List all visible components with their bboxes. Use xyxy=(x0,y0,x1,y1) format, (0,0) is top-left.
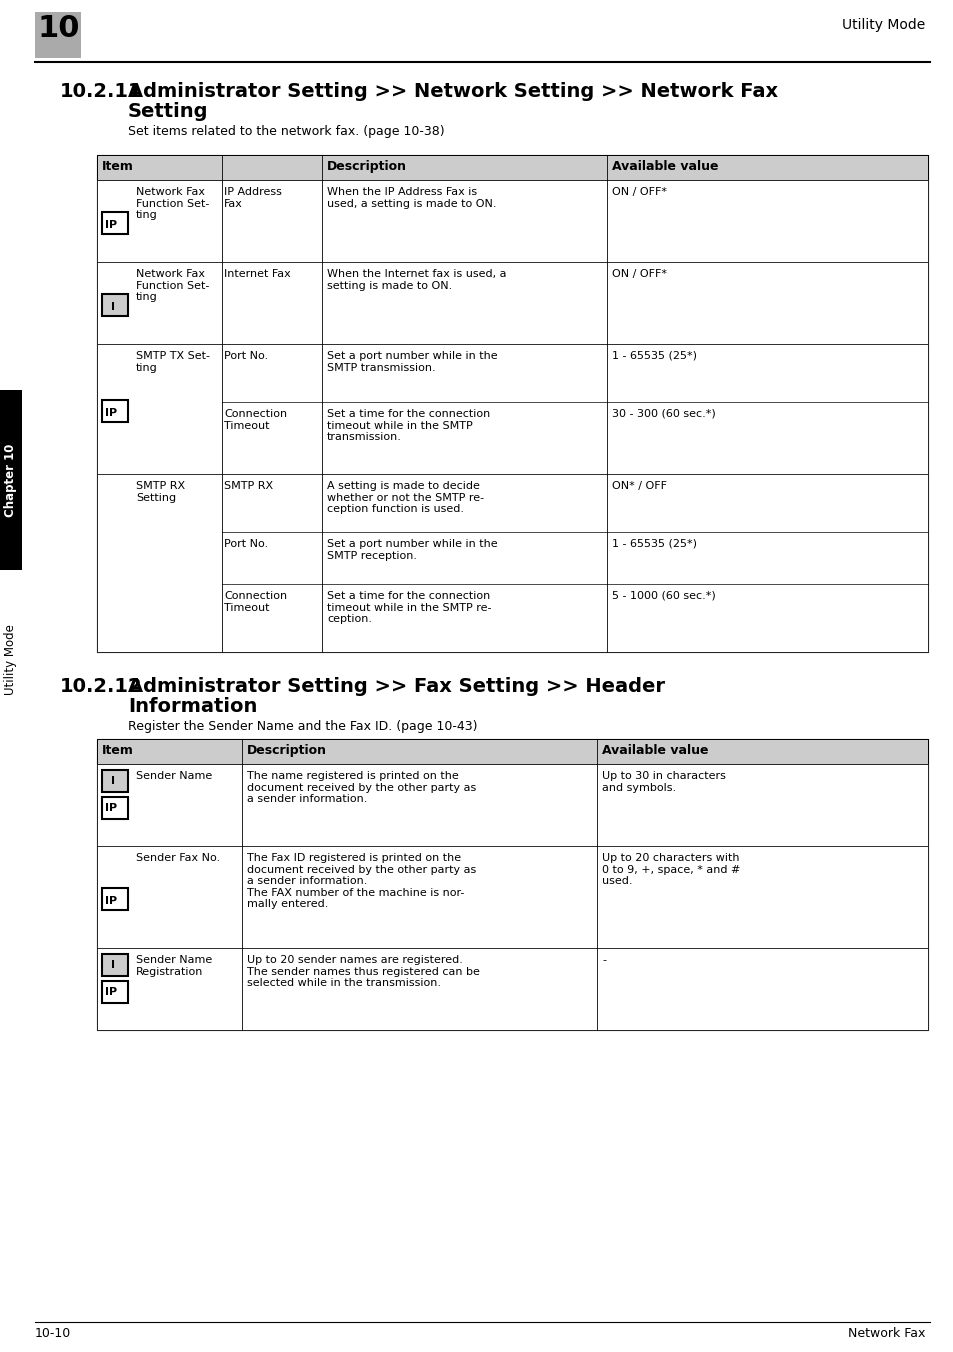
Text: ON / OFF*: ON / OFF* xyxy=(612,269,666,279)
Text: IP Address
Fax: IP Address Fax xyxy=(224,187,281,208)
Text: Network Fax
Function Set-
ting: Network Fax Function Set- ting xyxy=(136,187,209,220)
Text: IP: IP xyxy=(105,803,117,813)
Text: SMTP TX Set-
ting: SMTP TX Set- ting xyxy=(136,352,210,373)
Text: Up to 30 in characters
and symbols.: Up to 30 in characters and symbols. xyxy=(601,771,725,792)
Bar xyxy=(102,400,128,422)
Text: Connection
Timeout: Connection Timeout xyxy=(224,591,287,612)
Text: Network Fax: Network Fax xyxy=(846,1328,924,1340)
Text: ON / OFF*: ON / OFF* xyxy=(612,187,666,197)
Bar xyxy=(97,948,927,1030)
Text: Sender Fax No.: Sender Fax No. xyxy=(136,853,220,863)
Text: Set a port number while in the
SMTP transmission.: Set a port number while in the SMTP tran… xyxy=(327,352,497,373)
Text: Sender Name: Sender Name xyxy=(136,771,212,781)
Text: 1 - 65535 (25*): 1 - 65535 (25*) xyxy=(612,539,697,549)
Text: Item: Item xyxy=(102,744,133,757)
Text: Port No.: Port No. xyxy=(224,539,268,549)
Text: I: I xyxy=(111,301,115,312)
Text: Set items related to the network fax. (page 10-38): Set items related to the network fax. (p… xyxy=(128,124,444,138)
Text: Set a port number while in the
SMTP reception.: Set a port number while in the SMTP rece… xyxy=(327,539,497,561)
Text: Internet Fax: Internet Fax xyxy=(224,269,291,279)
Text: Set a time for the connection
timeout while in the SMTP re-
ception.: Set a time for the connection timeout wh… xyxy=(327,591,491,625)
Text: A setting is made to decide
whether or not the SMTP re-
ception function is used: A setting is made to decide whether or n… xyxy=(327,481,483,514)
Text: Description: Description xyxy=(327,160,407,173)
Bar xyxy=(97,740,927,1030)
Bar xyxy=(97,180,927,262)
Text: Item: Item xyxy=(102,160,133,173)
Bar xyxy=(0,389,22,571)
Text: 10.2.11: 10.2.11 xyxy=(60,82,143,101)
Text: Port No.: Port No. xyxy=(224,352,268,361)
Text: Description: Description xyxy=(247,744,327,757)
Text: 1 - 65535 (25*): 1 - 65535 (25*) xyxy=(612,352,697,361)
Text: 10.2.12: 10.2.12 xyxy=(60,677,143,696)
Bar xyxy=(102,796,128,819)
Bar xyxy=(97,764,927,846)
Text: IP: IP xyxy=(105,408,117,418)
Bar xyxy=(102,888,128,910)
Text: -: - xyxy=(601,955,605,965)
Bar xyxy=(97,155,927,652)
Text: 5 - 1000 (60 sec.*): 5 - 1000 (60 sec.*) xyxy=(612,591,715,602)
Bar xyxy=(97,846,927,948)
Text: Available value: Available value xyxy=(601,744,708,757)
Text: The name registered is printed on the
document received by the other party as
a : The name registered is printed on the do… xyxy=(247,771,476,804)
Bar xyxy=(102,293,128,316)
Text: IP: IP xyxy=(105,220,117,230)
Text: I: I xyxy=(111,960,115,969)
Text: Utility Mode: Utility Mode xyxy=(5,625,17,695)
Bar xyxy=(102,982,128,1003)
Text: Network Fax
Function Set-
ting: Network Fax Function Set- ting xyxy=(136,269,209,303)
Text: Utility Mode: Utility Mode xyxy=(841,18,924,32)
Text: Set a time for the connection
timeout while in the SMTP
transmission.: Set a time for the connection timeout wh… xyxy=(327,410,490,442)
Bar xyxy=(35,12,81,58)
Text: Connection
Timeout: Connection Timeout xyxy=(224,410,287,430)
Text: I: I xyxy=(111,776,115,786)
Bar xyxy=(97,740,927,764)
Text: IP: IP xyxy=(105,896,117,906)
Text: ON* / OFF: ON* / OFF xyxy=(612,481,666,491)
Text: Available value: Available value xyxy=(612,160,718,173)
Text: Sender Name
Registration: Sender Name Registration xyxy=(136,955,212,976)
Text: 10-10: 10-10 xyxy=(35,1328,71,1340)
Bar xyxy=(102,212,128,234)
Text: Information: Information xyxy=(128,698,257,717)
Bar xyxy=(97,343,927,475)
Bar xyxy=(97,155,927,180)
Text: SMTP RX: SMTP RX xyxy=(224,481,273,491)
Text: Chapter 10: Chapter 10 xyxy=(5,443,17,516)
Text: When the IP Address Fax is
used, a setting is made to ON.: When the IP Address Fax is used, a setti… xyxy=(327,187,496,208)
Text: 10: 10 xyxy=(38,14,80,43)
Bar xyxy=(97,262,927,343)
Text: The Fax ID registered is printed on the
document received by the other party as
: The Fax ID registered is printed on the … xyxy=(247,853,476,910)
Text: SMTP RX
Setting: SMTP RX Setting xyxy=(136,481,185,503)
Text: Register the Sender Name and the Fax ID. (page 10-43): Register the Sender Name and the Fax ID.… xyxy=(128,721,477,733)
Text: Up to 20 sender names are registered.
The sender names thus registered can be
se: Up to 20 sender names are registered. Th… xyxy=(247,955,479,988)
Bar xyxy=(102,771,128,792)
Text: Administrator Setting >> Network Setting >> Network Fax: Administrator Setting >> Network Setting… xyxy=(128,82,778,101)
Text: 30 - 300 (60 sec.*): 30 - 300 (60 sec.*) xyxy=(612,410,715,419)
Text: Setting: Setting xyxy=(128,101,209,120)
Text: When the Internet fax is used, a
setting is made to ON.: When the Internet fax is used, a setting… xyxy=(327,269,506,291)
Text: Administrator Setting >> Fax Setting >> Header: Administrator Setting >> Fax Setting >> … xyxy=(128,677,664,696)
Bar xyxy=(97,475,927,652)
Text: IP: IP xyxy=(105,987,117,996)
Text: Up to 20 characters with
0 to 9, +, space, * and #
used.: Up to 20 characters with 0 to 9, +, spac… xyxy=(601,853,740,886)
Bar xyxy=(102,955,128,976)
